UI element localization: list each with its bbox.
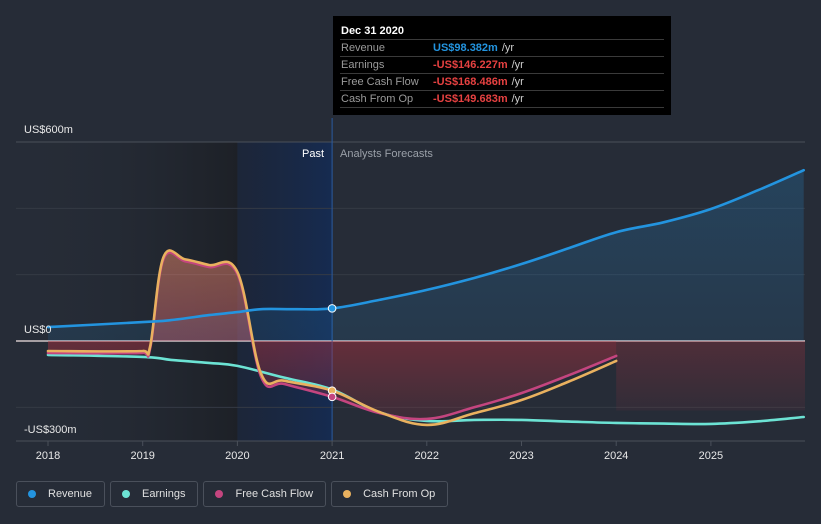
x-tick-label: 2018 [36,450,60,462]
legend-label: Cash From Op [363,488,436,500]
legend-label: Revenue [48,488,93,500]
marker-free-cash-flow [327,392,337,402]
x-tick-label: 2022 [415,450,439,462]
tooltip-label: Revenue [341,42,386,54]
tooltip-date: Dec 31 2020 [340,23,664,40]
series-line-revenue [46,168,805,329]
tooltip-unit: /yr [511,59,524,71]
free-cash-flow-dot-icon [215,490,224,498]
highlight-region-shade [237,142,333,441]
y-tick-label-600: US$600m [24,124,73,136]
legend-label: Earnings [142,488,186,500]
y-tick-label-0: US$0 [24,324,52,336]
tooltip-label: Earnings [341,59,385,71]
x-tick-label: 2023 [509,450,533,462]
tooltip-row-earnings: Earnings -US$146.227m /yr [340,57,664,74]
tooltip-row-revenue: Revenue US$98.382m /yr [340,40,664,57]
tooltip-unit: /yr [511,76,524,88]
tooltip-value: -US$168.486m [433,76,508,88]
past-region-label: Past [302,148,324,160]
tooltip-label: Free Cash Flow [341,76,419,88]
forecast-region-label: Analysts Forecasts [340,148,433,160]
legend-item-revenue[interactable]: Revenue [16,481,106,507]
cash-from-op-dot-icon [343,490,352,498]
series-line-earnings [46,353,805,426]
x-tick-label: 2019 [130,450,154,462]
x-tick-label: 2025 [699,450,723,462]
earnings-dot-icon [122,490,131,498]
revenue-area [48,170,804,341]
tooltip-value: -US$149.683m [433,93,508,105]
tooltip-value: -US$146.227m [433,59,508,71]
x-tick-label: 2020 [225,450,249,462]
tooltip-row-free-cash-flow: Free Cash Flow -US$168.486m /yr [340,74,664,91]
tooltip-row-cash-from-op: Cash From Op -US$149.683m /yr [340,91,664,108]
free-cash-flow-negative-area [48,341,617,420]
legend-item-earnings[interactable]: Earnings [110,481,199,507]
x-tick-label: 2024 [604,450,628,462]
x-tick-label: 2021 [320,450,344,462]
data-tooltip: Dec 31 2020 Revenue US$98.382m /yr Earni… [333,16,671,115]
chart-legend: Revenue Earnings Free Cash Flow Cash Fro… [16,481,449,507]
tooltip-label: Cash From Op [341,93,414,105]
y-tick-label-neg300: -US$300m [24,424,77,436]
legend-item-cash-from-op[interactable]: Cash From Op [331,481,449,507]
legend-item-free-cash-flow[interactable]: Free Cash Flow [203,481,327,507]
tooltip-unit: /yr [501,42,515,54]
legend-label: Free Cash Flow [235,488,314,500]
negative-region-fill-forecast [616,341,805,411]
revenue-dot-icon [28,490,36,498]
tooltip-unit: /yr [511,93,524,105]
tooltip-value: US$98.382m [433,42,498,54]
marker-revenue [327,304,337,313]
